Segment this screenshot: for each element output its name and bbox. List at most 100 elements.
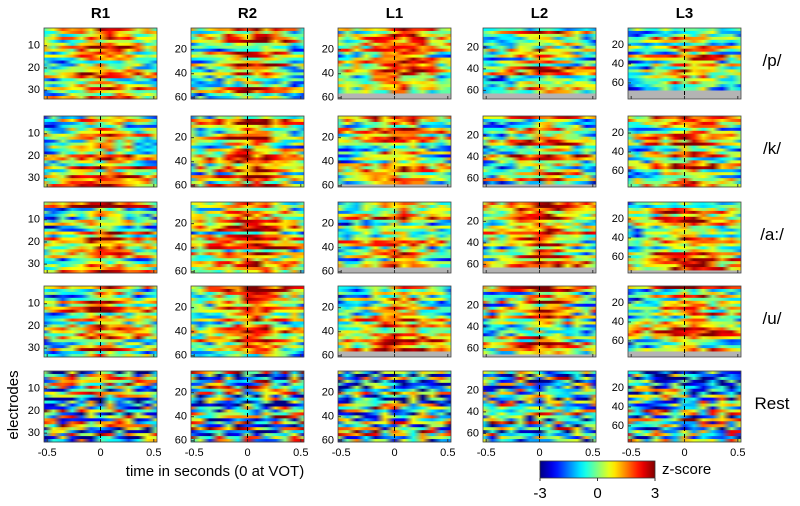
row-label: /k/ xyxy=(763,139,781,158)
heatmap-strip xyxy=(44,240,157,244)
heatmap-strip xyxy=(628,219,741,224)
heatmap-strip xyxy=(44,261,157,265)
y-tick-label: 60 xyxy=(322,92,334,104)
heatmap-strip xyxy=(191,133,304,138)
y-tick-label: 60 xyxy=(175,180,187,192)
heatmap-strip xyxy=(44,72,157,76)
heatmap-strip xyxy=(628,148,741,152)
heatmap-strip xyxy=(483,382,596,387)
heatmap-strip xyxy=(44,60,157,64)
heatmap-strip xyxy=(191,388,304,393)
y-tick-label: 60 xyxy=(612,420,624,432)
y-tick-label: 40 xyxy=(612,58,624,70)
y-tick-label: 40 xyxy=(322,242,334,254)
heatmap-strip xyxy=(44,318,157,322)
heatmap-strip xyxy=(338,169,451,173)
heatmap-strip xyxy=(483,240,596,244)
heatmap-strip xyxy=(628,204,741,209)
heatmap-strip xyxy=(338,403,451,407)
heatmap-panel xyxy=(43,285,158,358)
heatmap-strip xyxy=(191,204,304,209)
y-tick-label: 40 xyxy=(612,232,624,244)
heatmap-strip xyxy=(44,175,157,179)
heatmap-strip xyxy=(483,87,596,91)
heatmap-strip xyxy=(191,382,304,387)
y-tick-label: 60 xyxy=(467,427,479,439)
heatmap-strip xyxy=(191,345,304,349)
heatmap-strip xyxy=(44,339,157,343)
heatmap-strip xyxy=(44,219,157,224)
heatmap-strip xyxy=(44,345,157,349)
heatmap-strip xyxy=(338,213,451,218)
heatmap-strip xyxy=(338,60,451,64)
heatmap-strip xyxy=(628,225,741,230)
x-tick-label: 0 xyxy=(391,447,397,459)
heatmap-strip xyxy=(628,394,741,399)
y-tick-label: 60 xyxy=(467,84,479,96)
heatmap-strip xyxy=(628,51,741,56)
heatmap-strip xyxy=(628,60,741,64)
y-tick-label: 20 xyxy=(28,62,40,74)
heatmap-strip xyxy=(628,45,741,50)
heatmap-strip xyxy=(191,154,304,158)
heatmap-strip xyxy=(338,225,451,230)
heatmap-strip xyxy=(628,87,741,91)
heatmap-strip xyxy=(483,175,596,179)
y-tick-label: 40 xyxy=(175,156,187,168)
y-tick-label: 60 xyxy=(322,435,334,447)
x-axis-label: time in seconds (0 at VOT) xyxy=(126,463,304,480)
heatmap-strip xyxy=(191,261,304,265)
heatmap-strip xyxy=(44,127,157,132)
heatmap-strip xyxy=(483,430,596,434)
heatmap-strip xyxy=(338,234,451,238)
y-tick-label: 20 xyxy=(175,218,187,230)
x-tick-label: -0.5 xyxy=(38,447,57,459)
heatmap-strip xyxy=(44,169,157,173)
heatmap-strip xyxy=(338,330,451,334)
heatmap-strip xyxy=(191,339,304,343)
heatmap-strip xyxy=(338,148,451,152)
y-axis-label: electrodes xyxy=(5,370,22,439)
heatmap-panel xyxy=(627,27,742,100)
y-tick-label: 60 xyxy=(467,342,479,354)
heatmap-strip xyxy=(44,297,157,302)
heatmap-strip xyxy=(338,30,451,35)
y-tick-label: 40 xyxy=(467,63,479,75)
x-tick-label: 0.5 xyxy=(730,447,745,459)
heatmap-strip xyxy=(191,169,304,173)
heatmap-strip xyxy=(191,213,304,218)
heatmap-strip xyxy=(44,373,157,378)
x-tick-label: 0 xyxy=(536,447,542,459)
heatmap-strip xyxy=(628,72,741,76)
y-tick-label: 40 xyxy=(322,326,334,338)
heatmap-strip xyxy=(628,388,741,393)
heatmap-strip xyxy=(338,127,451,132)
heatmap-strip xyxy=(628,234,741,238)
heatmap-strip xyxy=(44,133,157,138)
y-tick-label: 40 xyxy=(322,156,334,168)
heatmap-strip xyxy=(483,403,596,407)
y-tick-label: 60 xyxy=(175,266,187,278)
heatmap-strip xyxy=(483,309,596,314)
heatmap-strip xyxy=(628,430,741,434)
heatmap-panel xyxy=(43,370,158,443)
heatmap-strip xyxy=(483,234,596,238)
y-tick-label: 20 xyxy=(175,302,187,314)
heatmap-strip xyxy=(338,345,451,349)
heatmap-strip xyxy=(44,66,157,70)
heatmap-strip xyxy=(338,45,451,50)
y-tick-label: 20 xyxy=(612,213,624,225)
y-tick-label: 60 xyxy=(175,435,187,447)
heatmap-strip xyxy=(44,388,157,393)
heatmap-strip xyxy=(191,219,304,224)
heatmap-strip xyxy=(191,175,304,179)
heatmap-strip xyxy=(338,430,451,434)
heatmap-strip xyxy=(338,72,451,76)
heatmap-strip xyxy=(44,309,157,314)
heatmap-strip xyxy=(628,424,741,428)
heatmap-strip xyxy=(628,81,741,85)
heatmap-strip xyxy=(191,139,304,144)
heatmap-strip xyxy=(191,148,304,152)
y-tick-label: 20 xyxy=(322,387,334,399)
heatmap-strip xyxy=(483,255,596,259)
